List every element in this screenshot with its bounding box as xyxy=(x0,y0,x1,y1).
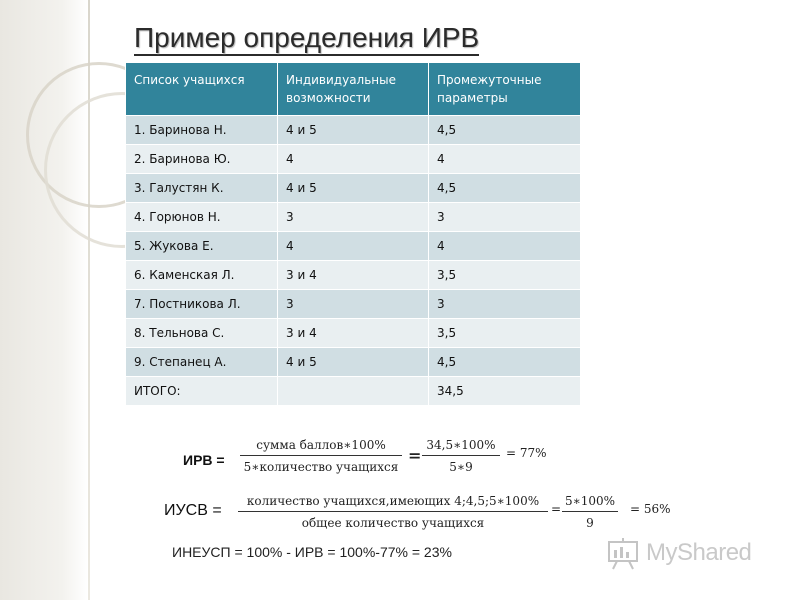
student-name: 1. Баринова Н. xyxy=(125,115,278,145)
table-row: 6. Каменская Л. 3 и 4 3,5 xyxy=(125,260,581,290)
individual-ability: 4 и 5 xyxy=(277,173,429,203)
iusv-fraction-values: 5∗100% 9 xyxy=(562,494,618,530)
student-name: 7. Постникова Л. xyxy=(125,289,278,319)
slide-title: Пример определения ИРВ xyxy=(134,22,480,56)
individual-ability: 3 xyxy=(277,289,429,319)
iusv-denominator-values: 9 xyxy=(586,516,594,530)
iusv-numerator: количество учащихся,имеющих 4;4,5;5∗100% xyxy=(238,494,548,512)
column-header: Промежуточные параметры xyxy=(428,62,581,116)
table-row: 3. Галустян К. 4 и 5 4,5 xyxy=(125,173,581,203)
student-name: 4. Горюнов Н. xyxy=(125,202,278,232)
presentation-board-icon xyxy=(608,538,638,570)
intermediate-param: 3,5 xyxy=(428,260,581,290)
individual-ability: 3 и 4 xyxy=(277,260,429,290)
table-row: 8. Тельнова С. 3 и 4 3,5 xyxy=(125,318,581,348)
total-empty xyxy=(277,376,429,406)
student-name: 6. Каменская Л. xyxy=(125,260,278,290)
intermediate-param: 4 xyxy=(428,231,581,261)
iusv-numerator-values: 5∗100% xyxy=(562,494,618,512)
irv-numerator-values: 34,5∗100% xyxy=(422,438,500,456)
iusv-denominator: общее количество учащихся xyxy=(301,516,485,530)
irv-result: = 77% xyxy=(506,446,547,460)
irv-equals: = xyxy=(408,446,422,465)
students-table: Список учащихся Индивидуальные возможнос… xyxy=(125,62,581,406)
individual-ability: 3 и 4 xyxy=(277,318,429,348)
column-header: Индивидуальные возможности xyxy=(277,62,429,116)
student-name: 5. Жукова Е. xyxy=(125,231,278,261)
individual-ability: 4 и 5 xyxy=(277,115,429,145)
intermediate-param: 4,5 xyxy=(428,115,581,145)
table-row: 4. Горюнов Н. 3 3 xyxy=(125,202,581,232)
table-row: 2. Баринова Ю. 4 4 xyxy=(125,144,581,174)
intermediate-param: 4,5 xyxy=(428,173,581,203)
intermediate-param: 4,5 xyxy=(428,347,581,377)
individual-ability: 4 xyxy=(277,144,429,174)
individual-ability: 4 и 5 xyxy=(277,347,429,377)
total-value: 34,5 xyxy=(428,376,581,406)
table-row: 1. Баринова Н. 4 и 5 4,5 xyxy=(125,115,581,145)
table-row: 9. Степанец А. 4 и 5 4,5 xyxy=(125,347,581,377)
intermediate-param: 3 xyxy=(428,202,581,232)
watermark-text: MyShared xyxy=(646,539,752,566)
individual-ability: 3 xyxy=(277,202,429,232)
decorative-divider xyxy=(88,0,90,600)
iusv-fraction: количество учащихся,имеющих 4;4,5;5∗100%… xyxy=(238,494,548,530)
irv-label: ИРВ = xyxy=(183,452,225,468)
student-name: 2. Баринова Ю. xyxy=(125,144,278,174)
irv-numerator: сумма баллов∗100% xyxy=(240,438,402,456)
irv-fraction: сумма баллов∗100% 5∗количество учащихся xyxy=(240,438,402,474)
student-name: 8. Тельнова С. xyxy=(125,318,278,348)
student-name: 9. Степанец А. xyxy=(125,347,278,377)
iusv-label: ИУСВ = xyxy=(164,502,222,519)
intermediate-param: 3,5 xyxy=(428,318,581,348)
intermediate-param: 4 xyxy=(428,144,581,174)
table-row: 7. Постникова Л. 3 3 xyxy=(125,289,581,319)
intermediate-param: 3 xyxy=(428,289,581,319)
table-header-row: Список учащихся Индивидуальные возможнос… xyxy=(125,62,581,116)
total-label: ИТОГО: xyxy=(125,376,278,406)
iusv-equals: = xyxy=(551,502,562,516)
watermark: MyShared xyxy=(606,536,752,570)
irv-denominator-values: 5∗9 xyxy=(449,460,473,474)
iusv-result: = 56% xyxy=(630,502,671,516)
irv-fraction-values: 34,5∗100% 5∗9 xyxy=(422,438,500,474)
ineusp-equation: ИНЕУСП = 100% - ИРВ = 100%-77% = 23% xyxy=(172,544,452,560)
student-name: 3. Галустян К. xyxy=(125,173,278,203)
table-row: 5. Жукова Е. 4 4 xyxy=(125,231,581,261)
total-row: ИТОГО: 34,5 xyxy=(125,376,581,406)
column-header: Список учащихся xyxy=(125,62,278,116)
individual-ability: 4 xyxy=(277,231,429,261)
irv-denominator: 5∗количество учащихся xyxy=(243,460,399,474)
